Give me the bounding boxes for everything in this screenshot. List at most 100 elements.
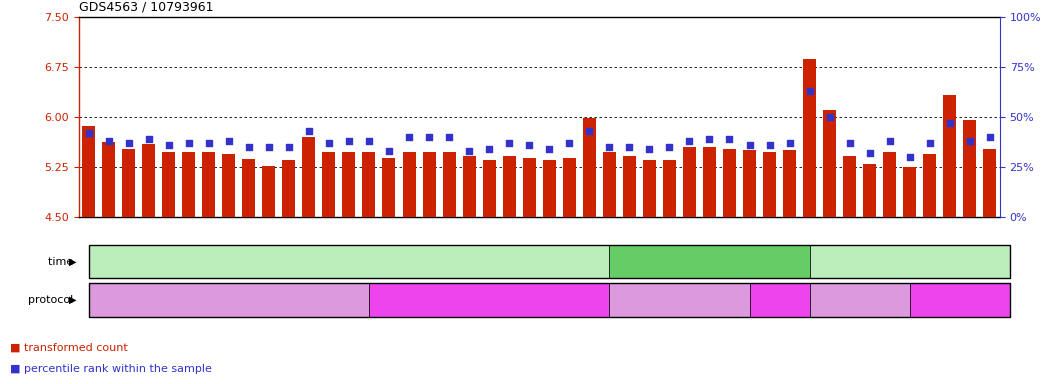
Bar (663, 161, 676, 217)
Point (821, 114, 838, 120)
Point (360, 138, 377, 144)
Point (741, 142, 758, 148)
Bar (623, 156, 636, 217)
Bar (542, 161, 556, 217)
Text: ▶: ▶ (69, 295, 76, 305)
Point (520, 142, 537, 148)
Bar (263, 166, 275, 217)
Bar (443, 152, 455, 217)
Bar (382, 158, 396, 217)
Bar (503, 156, 516, 217)
Text: ■ transformed count: ■ transformed count (10, 343, 128, 353)
Bar (242, 159, 255, 217)
Bar (562, 158, 576, 217)
Bar (522, 158, 536, 217)
Bar (983, 149, 997, 217)
Point (601, 144, 618, 150)
Point (901, 154, 918, 160)
Point (862, 150, 878, 156)
Text: 9-14 days: 9-14 days (883, 257, 937, 266)
Bar (783, 151, 796, 217)
Point (441, 134, 458, 140)
Bar (943, 95, 956, 217)
Point (701, 136, 718, 142)
Point (401, 134, 418, 140)
Point (300, 128, 317, 134)
Bar (904, 167, 916, 217)
Text: ■ percentile rank within the sample: ■ percentile rank within the sample (10, 364, 213, 374)
Point (241, 144, 258, 150)
Bar (162, 152, 175, 217)
Bar (843, 156, 856, 217)
Bar (923, 154, 936, 217)
Text: no loading: no loading (830, 295, 889, 305)
Bar (703, 147, 716, 217)
Point (641, 146, 658, 152)
Point (581, 128, 598, 134)
Point (481, 146, 497, 152)
Bar (303, 137, 315, 217)
Bar (603, 152, 616, 217)
Point (180, 140, 197, 146)
Point (921, 140, 938, 146)
Text: ▶: ▶ (69, 257, 76, 266)
Bar (402, 152, 416, 217)
Point (461, 148, 477, 154)
Text: time: time (48, 257, 76, 266)
Point (320, 140, 337, 146)
Point (220, 138, 237, 144)
Point (160, 142, 177, 148)
Bar (823, 111, 837, 217)
Point (981, 134, 998, 140)
Bar (423, 152, 436, 217)
Text: passive loading: passive loading (446, 295, 533, 305)
Text: protocol: protocol (27, 295, 76, 305)
Point (561, 140, 578, 146)
Point (621, 144, 638, 150)
Bar (963, 121, 977, 217)
Bar (222, 154, 236, 217)
Bar (182, 152, 195, 217)
Bar (743, 151, 756, 217)
Point (882, 138, 898, 144)
Bar (283, 161, 295, 217)
Text: 5-8 days: 5-8 days (686, 257, 734, 266)
Point (721, 136, 738, 142)
Bar (763, 152, 776, 217)
Point (961, 138, 978, 144)
Bar (884, 152, 896, 217)
Bar (643, 161, 655, 217)
Text: no loading: no loading (199, 295, 258, 305)
Bar (463, 156, 475, 217)
Text: passive loading: passive loading (736, 295, 823, 305)
Text: 6 hours - 4 days: 6 hours - 4 days (304, 257, 394, 266)
Bar (142, 144, 155, 217)
Point (421, 134, 438, 140)
Bar (82, 126, 95, 217)
Bar (483, 161, 495, 217)
Point (140, 136, 157, 142)
Point (661, 144, 677, 150)
Point (941, 120, 958, 126)
Text: GDS4563 / 10793961: GDS4563 / 10793961 (79, 0, 213, 13)
Bar (362, 152, 376, 217)
Point (101, 138, 117, 144)
Point (261, 144, 277, 150)
Bar (683, 147, 696, 217)
Bar (102, 142, 115, 217)
Bar (863, 164, 876, 217)
Point (81, 130, 97, 136)
Bar (342, 152, 355, 217)
Bar (723, 149, 736, 217)
Text: no loading: no loading (650, 295, 709, 305)
Point (781, 140, 798, 146)
Point (500, 140, 517, 146)
Point (842, 140, 859, 146)
Bar (202, 152, 216, 217)
Point (681, 138, 697, 144)
Point (281, 144, 297, 150)
Bar (322, 152, 335, 217)
Point (541, 146, 558, 152)
Bar (803, 58, 816, 217)
Text: passive loading: passive loading (916, 295, 1003, 305)
